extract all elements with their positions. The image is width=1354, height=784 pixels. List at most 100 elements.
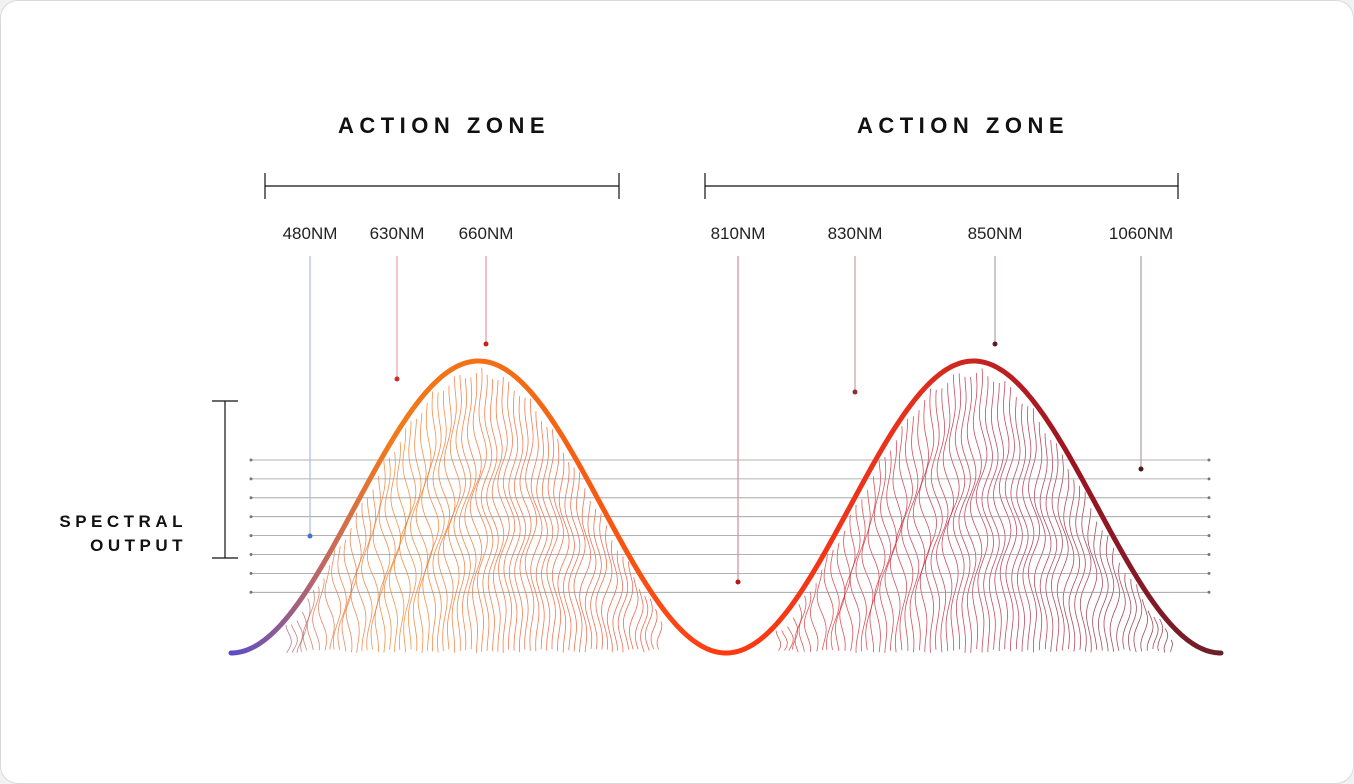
wavelength-label: 630NM	[370, 224, 425, 243]
wave-line	[809, 583, 819, 652]
wave-line	[300, 611, 307, 652]
wave-line	[617, 556, 629, 653]
leader-dot	[307, 533, 313, 539]
wave-line	[1062, 469, 1075, 650]
wave-line	[798, 595, 807, 652]
wave-line	[551, 439, 565, 652]
wave-line	[1010, 397, 1023, 650]
wave-line	[458, 377, 472, 651]
grid-dot	[249, 515, 253, 519]
wave-line	[1045, 439, 1058, 653]
wave-line	[1079, 491, 1092, 652]
wave-line	[930, 389, 943, 650]
leader-dot	[394, 376, 400, 382]
wave-line	[1039, 433, 1052, 650]
wave-line	[502, 381, 516, 650]
wave-line	[469, 372, 483, 654]
wave-line	[432, 392, 445, 653]
wave-line	[1068, 479, 1081, 652]
wave-line	[1116, 562, 1126, 651]
grid-dot	[1207, 590, 1211, 594]
wave-line	[907, 416, 920, 653]
wave-line	[987, 381, 1000, 650]
wave-line	[1163, 628, 1169, 653]
wave-line	[491, 379, 505, 652]
wave-line	[1146, 610, 1154, 651]
wave-line	[514, 396, 527, 653]
leader-dot	[992, 341, 998, 347]
wave-line	[519, 397, 532, 650]
wave-line	[595, 513, 608, 650]
wave-line	[1086, 508, 1098, 653]
wave-line	[345, 528, 357, 653]
grid-dot	[1207, 534, 1211, 538]
wave-line	[1103, 535, 1115, 652]
wave-line	[302, 598, 311, 651]
wave-line	[879, 456, 892, 653]
wavelength-label: 660NM	[459, 224, 514, 243]
wave-line	[895, 426, 908, 651]
wave-line	[1098, 530, 1109, 651]
wave-line	[1056, 454, 1069, 651]
wave-line	[644, 598, 653, 651]
zone-title: ACTION ZONE	[857, 113, 1069, 138]
wave-line	[775, 630, 782, 651]
wave-line	[947, 374, 960, 651]
wave-line	[1092, 521, 1103, 650]
wave-line	[981, 376, 994, 653]
wave-line	[958, 376, 971, 653]
wave-line	[541, 426, 554, 651]
wave-line	[546, 429, 559, 650]
wavelength-label: 1060NM	[1109, 224, 1173, 243]
wave-line	[656, 621, 663, 650]
leader-dot	[735, 579, 741, 585]
wave-line	[628, 577, 639, 650]
wave-line	[1022, 406, 1035, 651]
zone-brackets	[212, 173, 1179, 559]
wave-line	[355, 503, 367, 652]
wave-line	[1170, 639, 1174, 652]
wave-line	[388, 451, 401, 653]
wave-line	[437, 390, 451, 652]
wave-line	[337, 546, 347, 651]
wave-line	[970, 372, 983, 650]
wave-line	[867, 476, 880, 653]
wave-line	[999, 381, 1012, 650]
wave-line	[464, 377, 477, 650]
wave-line	[426, 391, 440, 652]
wave-line	[306, 589, 315, 651]
grid-dot	[249, 458, 253, 462]
wave-line	[650, 608, 658, 650]
wave-line	[1157, 618, 1164, 652]
grid-dot	[1207, 477, 1211, 481]
wave-line	[415, 412, 428, 653]
wave-line	[573, 472, 586, 653]
wave-line	[952, 373, 966, 650]
wave-line	[640, 595, 649, 653]
wave-line	[873, 460, 886, 653]
wave-line	[448, 376, 461, 653]
wave-line	[535, 421, 548, 650]
zone-title: ACTION ZONE	[338, 113, 550, 138]
wave-line	[816, 569, 827, 651]
grid-dot	[249, 590, 253, 594]
wave-line	[530, 411, 543, 652]
wave-line	[1140, 599, 1149, 652]
wave-line	[884, 450, 897, 651]
wave-line	[331, 549, 342, 650]
grid-dot	[1207, 515, 1211, 519]
grid-dot	[249, 477, 253, 481]
wave-line	[486, 379, 499, 652]
grid-dot	[249, 534, 253, 538]
wave-line	[1016, 403, 1029, 652]
wave-line	[383, 457, 396, 650]
wave-line	[1109, 547, 1120, 652]
wave-line	[964, 376, 977, 653]
wave-line	[844, 514, 856, 651]
wave-line	[442, 385, 456, 650]
wave-line	[912, 410, 926, 651]
grid-dot	[1207, 553, 1211, 556]
wave-line	[291, 624, 298, 653]
wave-line	[787, 626, 794, 651]
